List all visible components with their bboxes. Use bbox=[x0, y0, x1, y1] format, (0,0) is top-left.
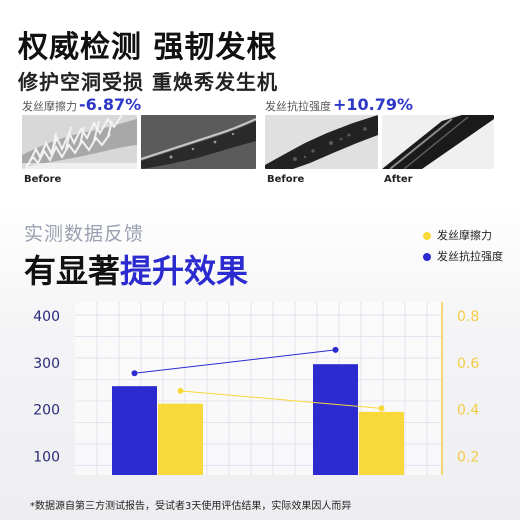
bar-friction bbox=[359, 411, 404, 475]
tensile-after-caption: After bbox=[384, 174, 413, 185]
left-axis-tick-label: 400 bbox=[33, 309, 60, 325]
axes: 100 200 300 400 0.2 0.4 0.6 0.8 bbox=[33, 302, 479, 475]
section-kicker: 实测数据反馈 bbox=[24, 223, 145, 245]
legend-label-friction: 发丝摩擦力 bbox=[437, 229, 492, 242]
friction-after-image bbox=[141, 115, 256, 169]
friction-metric-label: 发丝摩擦力 bbox=[22, 100, 77, 113]
friction-before-caption: Before bbox=[24, 174, 62, 185]
page-title: 权威检测 强韧发根 bbox=[18, 30, 278, 65]
footnote: *数据源自第三方测试报告，受试者3天使用评估结果，实际效果因人而异 bbox=[30, 501, 352, 512]
trend-point-friction bbox=[378, 405, 385, 412]
tensile-after-image bbox=[382, 115, 494, 169]
section-headline-plain: 有显著 bbox=[24, 252, 121, 290]
friction-after-caption: After bbox=[143, 174, 172, 185]
trend-point-tensile bbox=[332, 346, 339, 353]
trend-point-friction bbox=[177, 387, 184, 394]
left-axis-tick-label: 300 bbox=[33, 356, 60, 372]
section-headline: 有显著提升效果 bbox=[24, 246, 248, 292]
trend-point-tensile bbox=[131, 370, 138, 377]
right-axis-tick-label: 0.4 bbox=[457, 403, 479, 419]
legend-label-tensile: 发丝抗拉强度 bbox=[437, 250, 503, 263]
bars bbox=[112, 364, 404, 475]
friction-change-value: -6.87% bbox=[79, 95, 142, 114]
right-axis-tick-label: 0.6 bbox=[457, 356, 479, 372]
trend-line-friction bbox=[180, 390, 382, 409]
left-axis-tick-label: 200 bbox=[33, 403, 60, 419]
bar-chart: 100 200 300 400 0.2 0.4 0.6 0.8 bbox=[33, 302, 479, 475]
page-subtitle: 修护空洞受损 重焕秀发生机 bbox=[18, 70, 278, 94]
legend-item-friction: 发丝摩擦力 bbox=[423, 227, 492, 243]
trend-lines bbox=[131, 346, 385, 412]
right-axis-tick-label: 0.2 bbox=[457, 449, 479, 465]
legend-dot-blue bbox=[423, 253, 431, 261]
bar-friction bbox=[158, 403, 203, 475]
left-axis-tick-label: 100 bbox=[33, 449, 60, 465]
tensile-change-value: +10.79% bbox=[333, 95, 414, 114]
section-headline-highlight: 提升效果 bbox=[120, 252, 249, 290]
legend-dot-yellow bbox=[423, 232, 431, 240]
bar-tensile-strength bbox=[313, 364, 358, 475]
trend-line-tensile bbox=[134, 349, 336, 374]
tensile-metric-label: 发丝抗拉强度 bbox=[265, 100, 331, 113]
tensile-before-image bbox=[265, 115, 378, 169]
tensile-before-caption: Before bbox=[267, 174, 305, 185]
friction-before-image bbox=[22, 115, 137, 169]
legend-item-tensile: 发丝抗拉强度 bbox=[423, 248, 503, 264]
tensile-metric: 发丝抗拉强度 +10.79% bbox=[265, 95, 413, 114]
bar-tensile-strength bbox=[112, 386, 157, 475]
friction-metric: 发丝摩擦力 -6.87% bbox=[22, 95, 141, 114]
right-axis-tick-label: 0.8 bbox=[457, 309, 479, 325]
